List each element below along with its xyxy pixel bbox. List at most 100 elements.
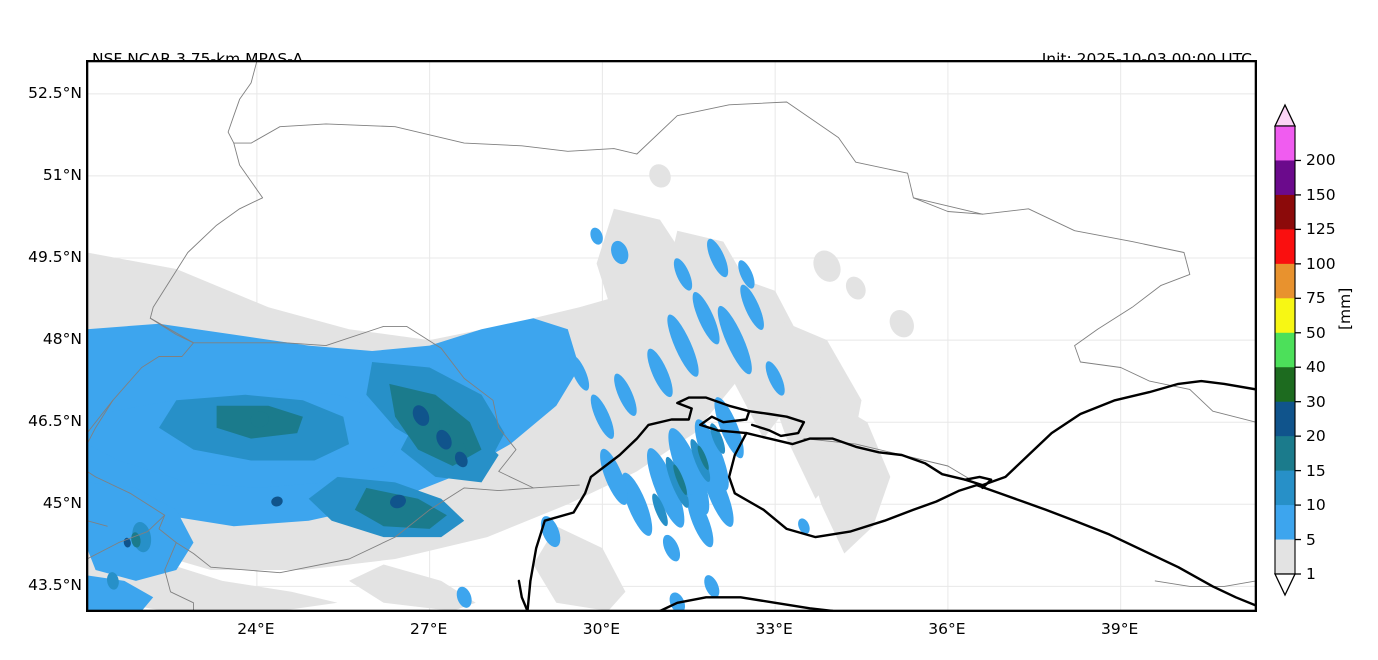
precip-5mm-dnipro-9 xyxy=(590,394,615,439)
colorbar-label-30: 30 xyxy=(1306,392,1326,411)
coast-turkey-n xyxy=(658,596,834,611)
colorbar-band-100 xyxy=(1275,229,1295,265)
colorbar-band-50 xyxy=(1275,298,1295,334)
lon-tick-24: 24°E xyxy=(237,620,275,638)
precip-20mm-core-e xyxy=(271,496,283,507)
colorbar-label-20: 20 xyxy=(1306,427,1326,446)
precip-15mm-south-core xyxy=(354,487,447,529)
colorbar-units-label: [mm] xyxy=(1336,287,1354,330)
lon-tick-36: 36°E xyxy=(928,620,966,638)
lat-tick-48: 48°N xyxy=(42,330,82,349)
colorbar-label-100: 100 xyxy=(1306,254,1336,273)
precip-5mm-danube-s xyxy=(540,516,561,548)
lat-tick-51: 51°N xyxy=(42,165,82,184)
map-plot-area xyxy=(86,60,1257,612)
precip-5mm-dnipro-5 xyxy=(614,373,637,416)
colorbar: 200 150 125 100 75 50 40 30 20 15 10 5 1 xyxy=(1272,103,1378,597)
precip-5mm-streak-2 xyxy=(694,419,729,491)
colorbar-label-40: 40 xyxy=(1306,358,1326,377)
precip-5mm-dnipro-8 xyxy=(738,260,755,289)
border-ua-north xyxy=(227,61,1191,286)
border-ro-md-ua xyxy=(149,317,580,489)
colorbar-label-200: 200 xyxy=(1306,151,1336,170)
precip-5mm-kyiv2 xyxy=(590,227,603,245)
colorbar-band-10 xyxy=(1275,470,1295,506)
colorbar-label-1: 1 xyxy=(1306,565,1316,583)
precip-10mm-sw xyxy=(106,572,119,590)
precip-15mm-streak-1 xyxy=(697,445,709,470)
plot-frame xyxy=(87,61,1256,611)
precip-5mm-dnipro-10 xyxy=(569,355,590,391)
colorbar-band-15 xyxy=(1275,436,1295,472)
lon-tick-27: 27°E xyxy=(409,620,448,638)
colorbar-band-5 xyxy=(1275,505,1295,540)
border-danube xyxy=(87,487,534,574)
coast-kerch xyxy=(964,475,993,490)
precip-5mm-dnipro-11 xyxy=(765,361,785,396)
lat-tick-46.5: 46.5°N xyxy=(28,412,82,431)
border-lugansk xyxy=(1074,284,1191,390)
precip-20mm-core-a xyxy=(412,405,430,426)
precip-5mm-dnipro-7 xyxy=(673,258,693,291)
precip-shield-1mm-bulgaria xyxy=(533,526,626,611)
coast-azov-n xyxy=(981,379,1256,487)
colorbar-label-15: 15 xyxy=(1306,461,1326,480)
precip-5mm-dnipro-1 xyxy=(692,291,720,345)
lat-tick-43.5: 43.5°N xyxy=(28,576,82,595)
coast-crimea-s xyxy=(727,431,978,539)
precip-5mm-crimea-w xyxy=(662,534,681,562)
precip-5mm-streak-5 xyxy=(687,494,714,548)
colorbar-band-125 xyxy=(1275,194,1295,230)
lon-tick-39: 39°E xyxy=(1101,620,1139,638)
precip-5mm-bg xyxy=(456,586,472,608)
colorbar-label-125: 125 xyxy=(1306,220,1336,239)
precip-5mm-azov xyxy=(798,518,810,534)
border-rs-bg xyxy=(164,542,194,611)
border-w-edge xyxy=(87,520,108,527)
precip-speck-b xyxy=(845,276,866,300)
colorbar-label-5: 5 xyxy=(1306,530,1316,549)
border-rs-ro xyxy=(87,470,166,516)
precip-5mm-dnipro-6 xyxy=(707,238,729,278)
precip-5mm-crimea-s xyxy=(704,575,720,598)
colorbar-band-150 xyxy=(1275,160,1295,196)
precip-15mm-streak-0 xyxy=(673,464,687,495)
precip-5mm-dnipro-2 xyxy=(717,305,752,375)
precip-10mm-streak-2 xyxy=(652,493,668,527)
precip-speck-c xyxy=(889,310,914,338)
precip-10mm-streak-0 xyxy=(665,456,689,508)
colorbar-band-20 xyxy=(1275,401,1295,437)
precip-5mm-streak-4 xyxy=(621,472,653,536)
colorbar-gradient xyxy=(1273,103,1301,597)
precip-15mm-west-spot xyxy=(250,411,269,428)
colorbar-band-200 xyxy=(1275,126,1295,161)
lat-tick-52.5: 52.5°N xyxy=(28,83,82,102)
colorbar-band-1 xyxy=(1275,539,1295,575)
precip-5mm-dnipro-4 xyxy=(647,348,673,398)
colorbar-over-arrow xyxy=(1273,103,1297,127)
precip-20mm-core-b xyxy=(436,429,452,450)
coast-caucasus-ne xyxy=(975,483,1256,607)
precip-5mm-streak-0 xyxy=(647,448,685,528)
coast-bg-e xyxy=(517,579,529,611)
precip-shield-1mm-crimea-e xyxy=(803,394,891,554)
border-ua-ru-e xyxy=(912,197,983,215)
colorbar-band-30 xyxy=(1275,367,1295,403)
precip-5mm-streak-3 xyxy=(714,397,744,459)
precip-10mm-streak-1 xyxy=(690,439,711,482)
colorbar-label-50: 50 xyxy=(1306,323,1326,342)
precip-5mm-kyiv xyxy=(611,240,629,265)
map-canvas xyxy=(87,61,1256,611)
colorbar-band-40 xyxy=(1275,332,1295,368)
precip-5mm-sw xyxy=(87,575,154,611)
border-west xyxy=(87,142,264,434)
precip-5mm-streak-7 xyxy=(600,448,628,505)
coastlines xyxy=(517,379,1256,611)
colorbar-band-75 xyxy=(1275,263,1295,299)
colorbar-label-75: 75 xyxy=(1306,289,1326,308)
lon-tick-30: 30°E xyxy=(582,620,621,638)
precip-speck-a xyxy=(813,250,841,282)
colorbar-label-10: 10 xyxy=(1306,496,1326,515)
precip-5mm-dnipro-0 xyxy=(667,314,699,377)
precip-15mm-serbia xyxy=(131,532,141,548)
